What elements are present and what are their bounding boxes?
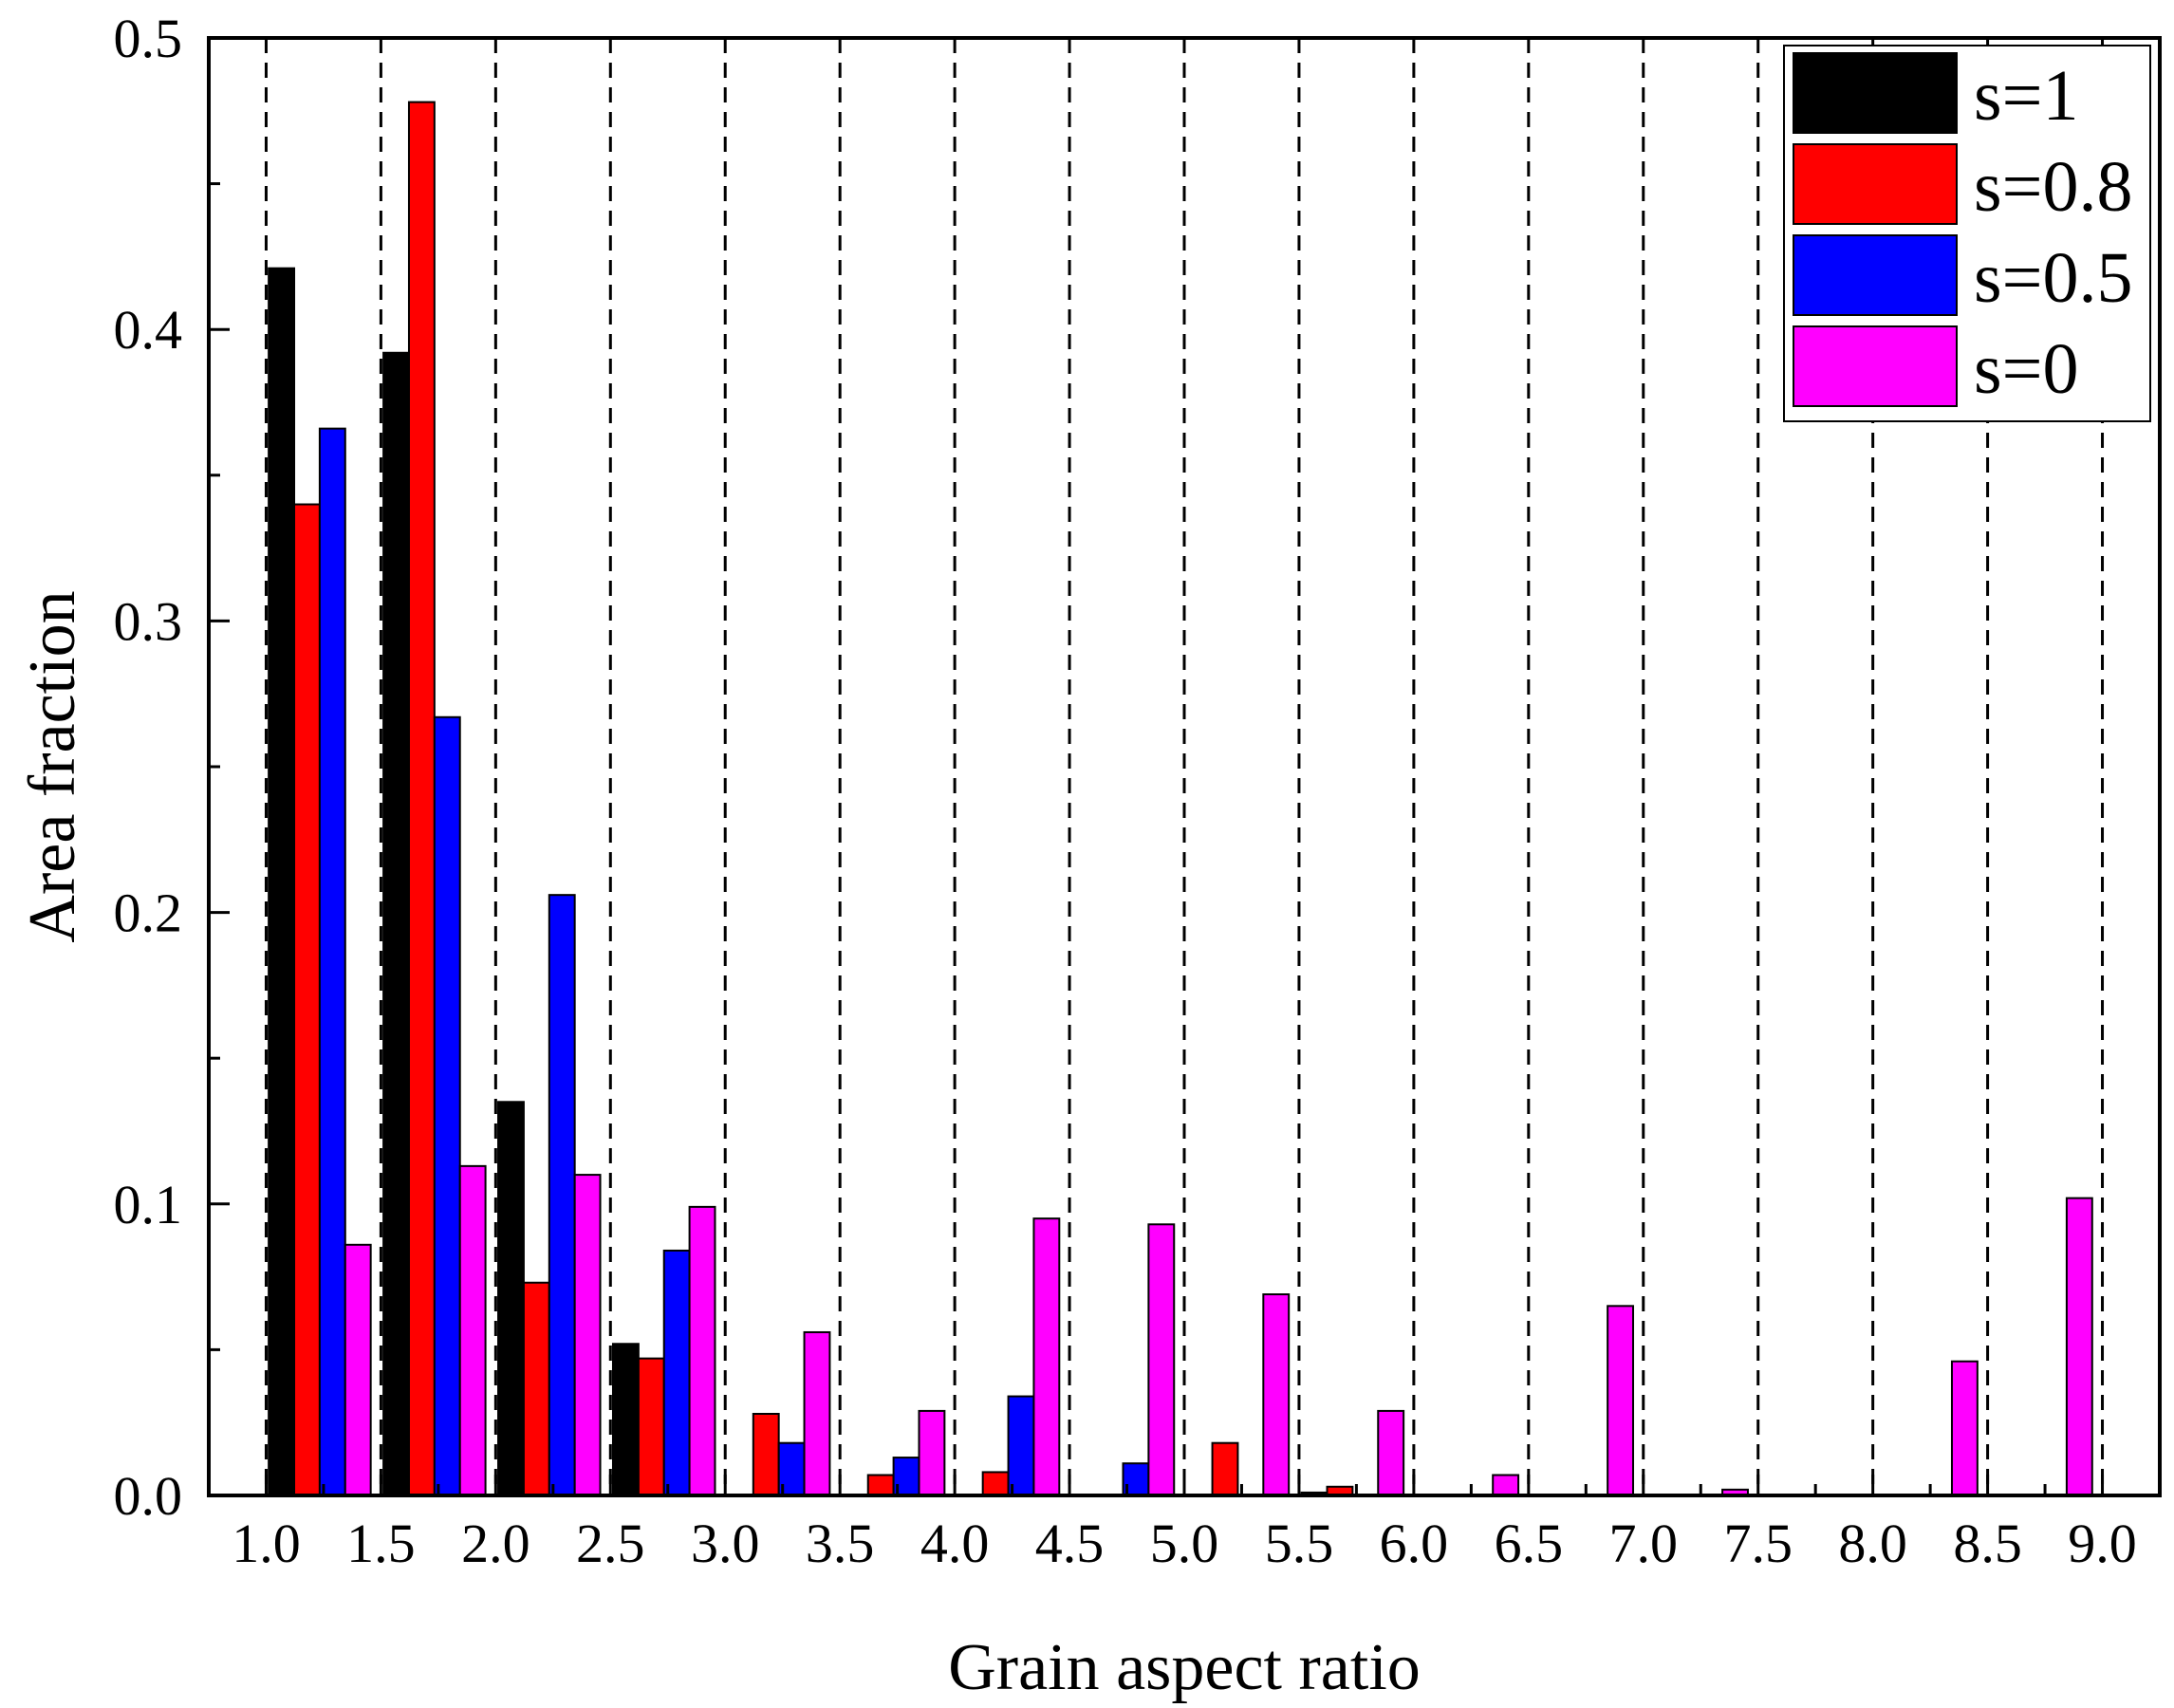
x-tick-label: 7.5 — [1723, 1513, 1793, 1574]
bar-s-0-8-bin-5 — [866, 1474, 895, 1496]
bar-s-0-8-bin-4 — [752, 1412, 780, 1497]
y-tick-label: 0.0 — [114, 1465, 183, 1527]
bar-s-0-8-bin-3 — [637, 1357, 665, 1496]
x-tick-label: 5.0 — [1150, 1513, 1219, 1574]
legend-label: s=0.5 — [1974, 238, 2132, 318]
x-tick-label: 2.5 — [576, 1513, 645, 1574]
bar-s-1-bin-1 — [382, 351, 410, 1496]
bar-s-1-bin-2 — [497, 1101, 525, 1497]
x-tick-label: 9.0 — [2068, 1513, 2137, 1574]
x-tick-label: 8.5 — [1953, 1513, 2022, 1574]
x-tick-label: 3.0 — [691, 1513, 760, 1574]
grid-lines — [264, 38, 2105, 1495]
bar-s-0-bin-4 — [803, 1330, 831, 1497]
bar-s-0-5-bin-0 — [318, 427, 346, 1497]
legend-swatch — [1793, 52, 1958, 134]
y-tick-label: 0.3 — [114, 590, 183, 652]
bar-s-0-bin-9 — [1377, 1409, 1405, 1496]
bar-s-1-bin-0 — [268, 267, 296, 1496]
bar-s-0-5-bin-3 — [662, 1249, 691, 1497]
x-tick-label: 5.5 — [1265, 1513, 1334, 1574]
bar-s-0-bin-11 — [1607, 1305, 1635, 1496]
y-axis-tick-labels: 0.0 0.1 0.2 0.3 0.4 0.5 — [114, 8, 183, 1527]
legend-label: s=0 — [1974, 329, 2078, 409]
y-axis-label: Area fraction — [16, 590, 89, 942]
legend-label: s=0.8 — [1974, 147, 2132, 227]
x-axis-label: Grain aspect ratio — [948, 1631, 1421, 1704]
bar-s-0-bin-0 — [344, 1243, 372, 1496]
bar-s-0-5-bin-1 — [433, 715, 461, 1496]
bar-s-0-8-bin-8 — [1211, 1441, 1239, 1496]
bar-s-0-bin-1 — [458, 1164, 487, 1496]
legend: s=1 s=0.8 s=0.5 s=0 — [1783, 45, 2151, 422]
x-tick-label: 1.0 — [232, 1513, 301, 1574]
x-tick-label: 3.5 — [806, 1513, 875, 1574]
x-tick-label: 6.0 — [1380, 1513, 1449, 1574]
legend-swatch — [1793, 143, 1958, 225]
y-tick-label: 0.1 — [114, 1174, 183, 1235]
bar-s-0-bin-3 — [688, 1205, 716, 1496]
y-tick-label: 0.2 — [114, 882, 183, 944]
bar-s-0-bin-6 — [1032, 1217, 1061, 1497]
x-tick-label: 1.5 — [346, 1513, 416, 1574]
bars — [268, 101, 2093, 1497]
axis-ticks — [209, 36, 2105, 1497]
x-tick-label: 4.5 — [1035, 1513, 1105, 1574]
y-tick-label: 0.4 — [114, 299, 183, 361]
x-axis-tick-labels: 1.0 1.5 2.0 2.5 3.0 3.5 4.0 4.5 5.0 5.5 6.0 6.5 7.0 7… — [232, 1513, 2137, 1574]
bar-s-0-8-bin-2 — [522, 1281, 550, 1497]
legend-swatch — [1793, 325, 1958, 407]
bar-s-0-8-bin-0 — [293, 503, 321, 1496]
bar-s-0-bin-10 — [1492, 1474, 1520, 1496]
bar-s-0-bin-15 — [2065, 1197, 2093, 1496]
bar-s-0-8-bin-1 — [407, 101, 436, 1497]
bar-s-0-5-bin-6 — [1007, 1395, 1035, 1496]
x-tick-label: 8.0 — [1838, 1513, 1907, 1574]
legend-label: s=1 — [1974, 56, 2078, 136]
bar-s-0-bin-8 — [1262, 1293, 1291, 1496]
bar-s-0-5-bin-2 — [548, 894, 576, 1496]
x-tick-label: 6.5 — [1495, 1513, 1564, 1574]
bar-s-1-bin-3 — [611, 1343, 640, 1496]
bar-s-0-bin-14 — [1950, 1360, 1979, 1496]
x-tick-label: 4.0 — [920, 1513, 990, 1574]
bar-s-0-bin-2 — [573, 1174, 602, 1496]
bar-s-0-8-bin-6 — [981, 1471, 1010, 1496]
x-tick-label: 2.0 — [461, 1513, 530, 1574]
bar-s-0-bin-7 — [1147, 1223, 1176, 1496]
y-tick-label: 0.5 — [114, 8, 183, 69]
legend-swatch — [1793, 234, 1958, 316]
bar-s-0-bin-5 — [918, 1409, 946, 1496]
x-tick-label: 7.0 — [1609, 1513, 1679, 1574]
